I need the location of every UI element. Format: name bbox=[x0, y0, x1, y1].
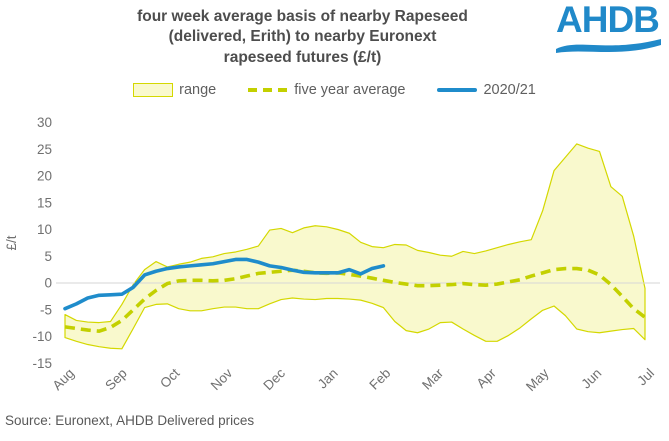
y-tick-label: -5 bbox=[40, 302, 52, 317]
solid-line-swatch-icon bbox=[437, 88, 478, 92]
x-tick-label: Mar bbox=[419, 365, 446, 392]
title-line-3: rapeseed futures (£/t) bbox=[223, 48, 382, 66]
chart-legend: range five year average 2020/21 bbox=[0, 82, 669, 98]
range-swatch-icon bbox=[133, 83, 174, 97]
x-tick-label: Oct bbox=[157, 365, 183, 391]
legend-item-range: range bbox=[133, 82, 216, 98]
legend-item-2020-21: 2020/21 bbox=[437, 82, 536, 98]
ahdb-logo: AHDB bbox=[556, 1, 664, 56]
ahdb-logo-text: AHDB bbox=[556, 0, 660, 40]
legend-label-range: range bbox=[179, 82, 217, 98]
legend-label-2020-21: 2020/21 bbox=[483, 82, 536, 98]
y-tick-label: 25 bbox=[37, 142, 52, 157]
x-tick-label: Feb bbox=[366, 366, 393, 393]
x-tick-label: Apr bbox=[473, 365, 499, 391]
y-tick-label: -15 bbox=[32, 356, 52, 371]
chart-title: four week average basis of nearby Rapese… bbox=[25, 7, 580, 68]
title-line-1: four week average basis of nearby Rapese… bbox=[137, 8, 468, 25]
legend-label-five-year-average: five year average bbox=[294, 82, 406, 98]
y-tick-label: 15 bbox=[37, 195, 52, 210]
source-note: Source: Euronext, AHDB Delivered prices bbox=[5, 413, 255, 428]
x-tick-label: Jun bbox=[578, 366, 604, 392]
y-tick-label: 0 bbox=[44, 276, 52, 291]
x-tick-label: Aug bbox=[50, 366, 78, 394]
y-tick-label: 5 bbox=[44, 249, 52, 264]
ahdb-logo-swoosh-icon bbox=[556, 39, 661, 53]
x-tick-label: Jul bbox=[634, 366, 657, 389]
y-tick-label: 20 bbox=[37, 169, 52, 184]
dashed-line-swatch-icon bbox=[248, 88, 289, 92]
x-tick-label: Nov bbox=[208, 365, 236, 393]
y-tick-label: 30 bbox=[37, 115, 52, 130]
y-tick-label: 10 bbox=[37, 222, 52, 237]
x-tick-label: Jan bbox=[315, 366, 341, 392]
x-tick-label: Dec bbox=[260, 365, 288, 393]
y-tick-label: -10 bbox=[32, 329, 52, 344]
x-tick-label: Sep bbox=[102, 366, 130, 394]
x-tick-label: May bbox=[523, 365, 552, 394]
title-line-2: (delivered, Erith) to nearby Euronext bbox=[168, 28, 437, 46]
y-axis-title: £/t bbox=[4, 235, 19, 250]
legend-item-five-year-average: five year average bbox=[248, 82, 405, 98]
